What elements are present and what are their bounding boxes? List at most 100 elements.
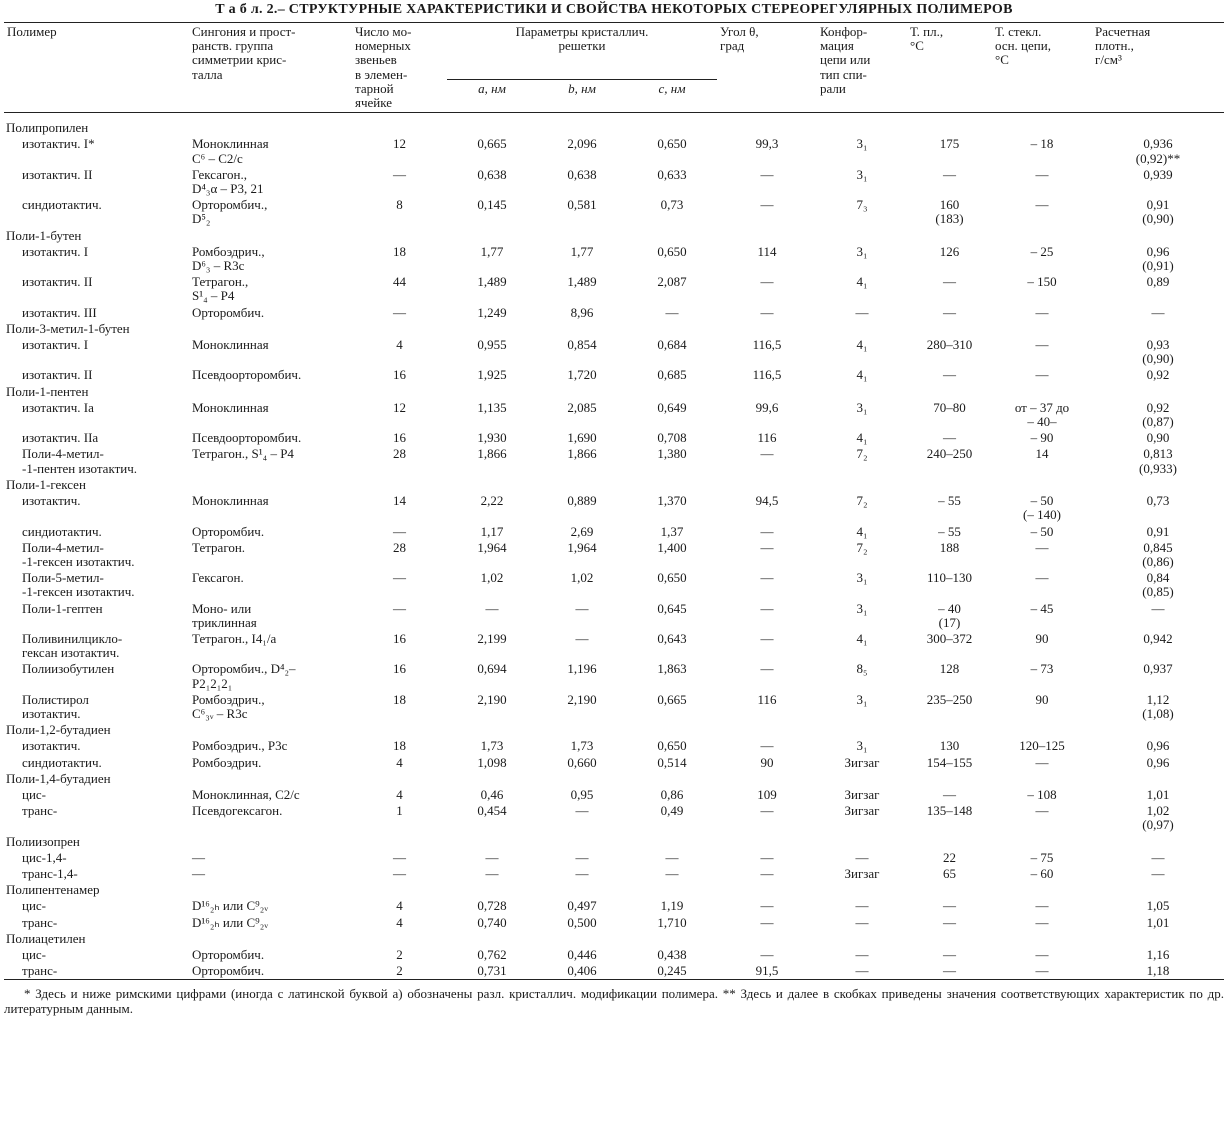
table-cell: 2,190 xyxy=(567,691,597,707)
group-label: Поли-1-бутен xyxy=(6,227,82,243)
table-cell: 0,939 xyxy=(1143,166,1173,182)
table-cell: 3₁ xyxy=(856,691,868,707)
table-cell: 0,643 xyxy=(657,630,687,646)
table-cell: 94,5 xyxy=(755,493,779,509)
table-cell: – 55 xyxy=(938,493,961,509)
table-cell: — xyxy=(760,166,774,182)
table-cell: 14 xyxy=(1035,446,1049,462)
table-cell: 16 xyxy=(393,661,406,677)
table-cell: Тетрагон., S¹₄ – P4 xyxy=(192,446,294,462)
table-row: изотактич. II Тетрагон., S¹₄ – P4 44 1,489 1… xyxy=(4,274,1224,304)
table-row: Полиизобутилен Орторомбич., D⁴₂– P2₁2₁2₁ 1… xyxy=(4,661,1224,691)
group-label: Полипропилен xyxy=(6,120,89,136)
table-cell: 0,95 xyxy=(570,786,594,802)
group-row: Поли-1,2-бутадиен xyxy=(4,722,1224,738)
table-cell: 1,37 xyxy=(660,523,684,539)
table-cell: 7₃ xyxy=(856,197,868,213)
table-row: изотактич. II Псевдоорторомбич. 16 1,925 1,7… xyxy=(4,367,1224,383)
table-cell: — xyxy=(855,963,869,979)
table-cell: 175 xyxy=(939,136,960,152)
table-cell: 2 xyxy=(396,946,403,962)
table-cell: Зигзаг xyxy=(844,754,880,770)
table-cell: — xyxy=(393,523,406,539)
table-row: транс- Орторомбич. 2 0,731 0,406 0,245 91,5 — — —… xyxy=(4,963,1224,980)
table-cell: — xyxy=(943,166,956,182)
table-cell: 1,690 xyxy=(567,430,597,446)
column-header: Сингония и прост- ранств. группа симметр… xyxy=(192,24,296,82)
table-cell: 4 xyxy=(396,914,403,930)
table-cell: изотактич. II xyxy=(22,166,93,182)
table-cell: — xyxy=(192,865,205,881)
table-cell: — xyxy=(760,523,774,539)
table-cell: – 108 xyxy=(1027,786,1057,802)
table-cell: 0,581 xyxy=(567,197,597,213)
table-cell: 4₁ xyxy=(856,337,868,353)
table-cell: транс- xyxy=(22,914,58,930)
group-row: Полипропилен xyxy=(4,113,1224,137)
table-cell: — xyxy=(943,963,956,979)
table-cell: 18 xyxy=(393,691,406,707)
table-cell: — xyxy=(760,914,774,930)
table-cell: 240–250 xyxy=(926,446,973,462)
table-cell: цис- xyxy=(22,786,47,802)
table-cell: 1,249 xyxy=(477,304,507,320)
table-cell: Ромбоэдрич. xyxy=(192,754,262,770)
table-cell: – 150 xyxy=(1027,274,1057,290)
table-cell: транс- xyxy=(22,963,58,979)
table-cell: 0,665 xyxy=(657,691,687,707)
table-row: изотактич. II Гексагон., D⁴₃α – P3, 21 — 0,… xyxy=(4,167,1224,197)
table-cell: 22 xyxy=(943,849,956,865)
table-cell: 3₁ xyxy=(856,243,868,259)
table-cell: Орторомбич. xyxy=(192,523,265,539)
table-cell: – 73 xyxy=(1030,661,1054,677)
table-cell: 0,728 xyxy=(477,898,507,914)
table-cell: Орторомбич. xyxy=(192,963,265,979)
table-title: Т а б л. 2.– СТРУКТУРНЫЕ ХАРАКТЕРИСТИКИ … xyxy=(215,2,1013,17)
table-cell: 188 xyxy=(939,539,960,555)
table-cell: изотактич. I xyxy=(22,243,89,259)
group-row: Поли-3-метил-1-бутен xyxy=(4,321,1224,337)
table-cell: 160 (183) xyxy=(935,197,964,227)
table-cell: 0,633 xyxy=(657,166,687,182)
table-cell: Ромбоэдрич., C⁶₃ᵥ – R3c xyxy=(192,691,265,721)
table-cell: 0,91 (0,90) xyxy=(1142,197,1174,227)
table-cell: 18 xyxy=(393,738,406,754)
group-label: Поли-1-гексен xyxy=(6,476,86,492)
table-cell: — xyxy=(943,367,956,383)
table-cell: 116,5 xyxy=(752,337,782,353)
table-cell: цис- xyxy=(22,898,47,914)
table-cell: — xyxy=(665,865,679,881)
table-cell: — xyxy=(485,600,499,616)
table-cell: — xyxy=(760,446,774,462)
table-cell: 1,196 xyxy=(567,661,597,677)
table-cell: 135–148 xyxy=(926,803,973,819)
table-cell: 90 xyxy=(760,754,774,770)
table-cell: цис-1,4- xyxy=(22,849,67,865)
table-cell: 4₁ xyxy=(856,523,868,539)
table-cell: Орторомбич. xyxy=(192,946,265,962)
table-row: изотактич. Ia Моноклинная 12 1,135 2,085 0,64… xyxy=(4,400,1224,430)
table-cell: 1,400 xyxy=(657,539,687,555)
table-cell: — xyxy=(665,304,679,320)
table-cell: — xyxy=(1035,898,1049,914)
table-cell: 1,098 xyxy=(477,754,507,770)
table-row: транс- D¹⁶₂ₕ или C⁹₂ᵥ 4 0,740 0,500 1,710 — — — —… xyxy=(4,915,1224,931)
table-cell: 1,01 xyxy=(1146,914,1170,930)
column-header: Расчетная плотн., г/см³ xyxy=(1095,24,1151,68)
table-cell: — xyxy=(575,600,589,616)
table-cell: 0,84 (0,85) xyxy=(1142,570,1174,600)
table-cell: — xyxy=(943,304,956,320)
table-cell: 2,087 xyxy=(657,274,687,290)
table-cell: 0,936 (0,92)** xyxy=(1135,136,1181,166)
table-cell: – 45 xyxy=(1030,600,1054,616)
table-cell: Моноклинная xyxy=(192,399,269,415)
table-cell: 1,964 xyxy=(567,539,597,555)
table-row: изотактич. I Ромбоэдрич., D⁶₃ – R3c 18 1,77… xyxy=(4,244,1224,274)
table-cell: изотактич. xyxy=(22,493,81,509)
table-cell: — xyxy=(485,849,499,865)
table-cell: 2,22 xyxy=(480,493,504,509)
table-cell: Моно- или триклинная xyxy=(192,600,257,630)
table-cell: 0,649 xyxy=(657,399,687,415)
table-cell: 4₁ xyxy=(856,630,868,646)
